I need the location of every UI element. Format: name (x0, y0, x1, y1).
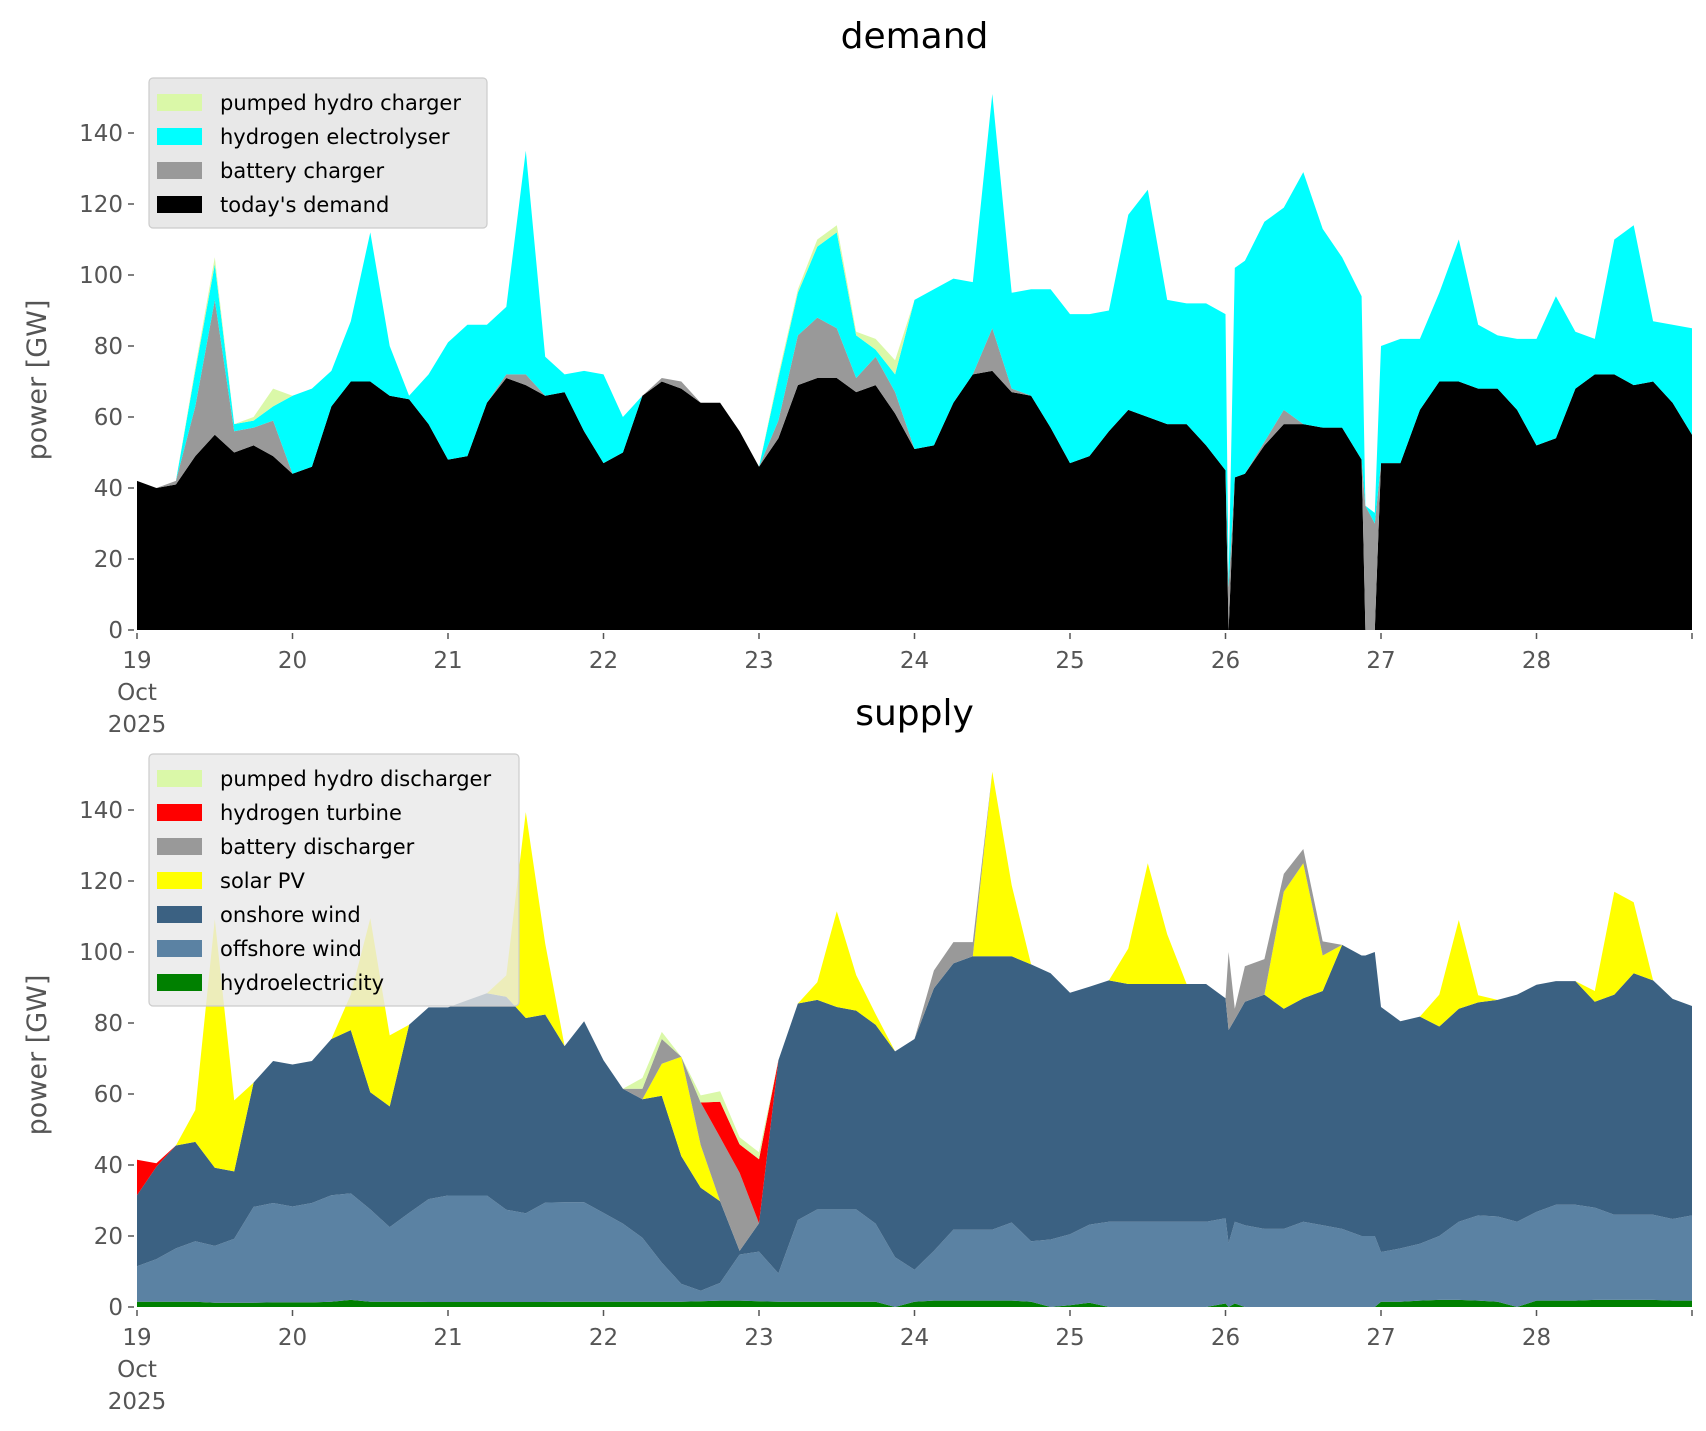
legend-label: hydroelectricity (220, 971, 384, 995)
y-tick-label: 40 (94, 476, 123, 502)
legend-swatch (157, 128, 202, 145)
x-tick-label: 22 (589, 1325, 618, 1351)
legend: pumped hydro charger hydrogen electrolyse… (148, 77, 488, 229)
legend-frame (148, 77, 488, 229)
legend-swatch (157, 770, 202, 787)
x-tick-label: 19 (122, 648, 151, 674)
area-offshore-wind (137, 1193, 1692, 1307)
y-tick-label: 120 (79, 192, 123, 218)
legend: pumped hydro discharger hydrogen turbine b… (148, 753, 520, 1007)
y-tick-label: 80 (94, 1011, 123, 1037)
x-tick-label: 19 (122, 1325, 151, 1351)
x-tick-label: 23 (744, 1325, 773, 1351)
y-axis-label: power [GW] (22, 300, 53, 461)
legend-swatch (157, 838, 202, 855)
legend-swatch (157, 974, 202, 991)
y-tick-label: 80 (94, 334, 123, 360)
legend-label: hydrogen electrolyser (220, 125, 450, 149)
legend-label: onshore wind (220, 903, 361, 927)
y-tick-label: 0 (108, 618, 123, 644)
legend-label: battery charger (220, 159, 385, 183)
area-hydrogen-electrolyser (137, 94, 1692, 588)
x-tick-label: 21 (433, 648, 462, 674)
area-today-s-demand (137, 370, 1692, 630)
legend-swatch (157, 872, 202, 889)
legend-label: hydrogen turbine (220, 801, 402, 825)
legend-label: offshore wind (220, 937, 362, 961)
x-tick-label: 27 (1366, 1325, 1395, 1351)
supply-panel: supply 0 20 40 60 80 100 120 140 power [GW] 19 Oct 2… (22, 693, 1693, 1415)
y-tick-label: 0 (108, 1295, 123, 1321)
legend-swatch (157, 162, 202, 179)
x-tick-label: 20 (278, 1325, 307, 1351)
area-hydroelectricity (137, 1299, 1692, 1307)
y-tick-label: 60 (94, 1082, 123, 1108)
legend-frame (148, 753, 520, 1007)
legend-label: today's demand (220, 193, 389, 217)
x-tick-label: 27 (1366, 648, 1395, 674)
x-tick-label: Oct (117, 1357, 157, 1383)
chart-title: supply (855, 693, 974, 734)
y-tick-label: 20 (94, 547, 123, 573)
x-tick-label: 23 (744, 648, 773, 674)
x-tick-label: 26 (1211, 1325, 1240, 1351)
y-tick-label: 40 (94, 1153, 123, 1179)
legend-label: pumped hydro discharger (220, 767, 491, 791)
x-tick-label: 24 (900, 648, 929, 674)
x-tick-label: 24 (900, 1325, 929, 1351)
x-tick-label: 28 (1522, 1325, 1551, 1351)
x-tick-label: Oct (117, 680, 157, 706)
legend-label: battery discharger (220, 835, 415, 859)
x-tick-label: 22 (589, 648, 618, 674)
area-battery-charger (137, 299, 1692, 630)
x-tick-label: 2025 (108, 1389, 167, 1415)
y-axis-label: power [GW] (22, 975, 53, 1136)
legend-swatch (157, 94, 202, 111)
x-tick-label: 21 (433, 1325, 462, 1351)
legend-swatch (157, 940, 202, 957)
y-tick-label: 100 (79, 940, 123, 966)
y-tick-label: 140 (79, 121, 123, 147)
x-tick-label: 26 (1211, 648, 1240, 674)
legend-swatch (157, 196, 202, 213)
x-tick-label: 25 (1055, 648, 1084, 674)
x-tick-label: 2025 (108, 712, 167, 738)
y-tick-label: 100 (79, 263, 123, 289)
y-tick-label: 60 (94, 405, 123, 431)
legend-swatch (157, 906, 202, 923)
y-tick-label: 120 (79, 869, 123, 895)
demand-panel: demand 0 20 40 60 80 100 120 140 power [GW] 19 Oct 2… (22, 16, 1693, 738)
y-tick-label: 20 (94, 1224, 123, 1250)
legend-swatch (157, 804, 202, 821)
y-tick-label: 140 (79, 798, 123, 824)
chart-title: demand (841, 16, 989, 57)
x-tick-label: 25 (1055, 1325, 1084, 1351)
x-tick-label: 28 (1522, 648, 1551, 674)
area-onshore-wind (137, 944, 1692, 1291)
legend-label: solar PV (220, 869, 305, 893)
x-tick-label: 20 (278, 648, 307, 674)
legend-label: pumped hydro charger (220, 91, 461, 115)
area-solar-pv (137, 771, 1692, 1251)
